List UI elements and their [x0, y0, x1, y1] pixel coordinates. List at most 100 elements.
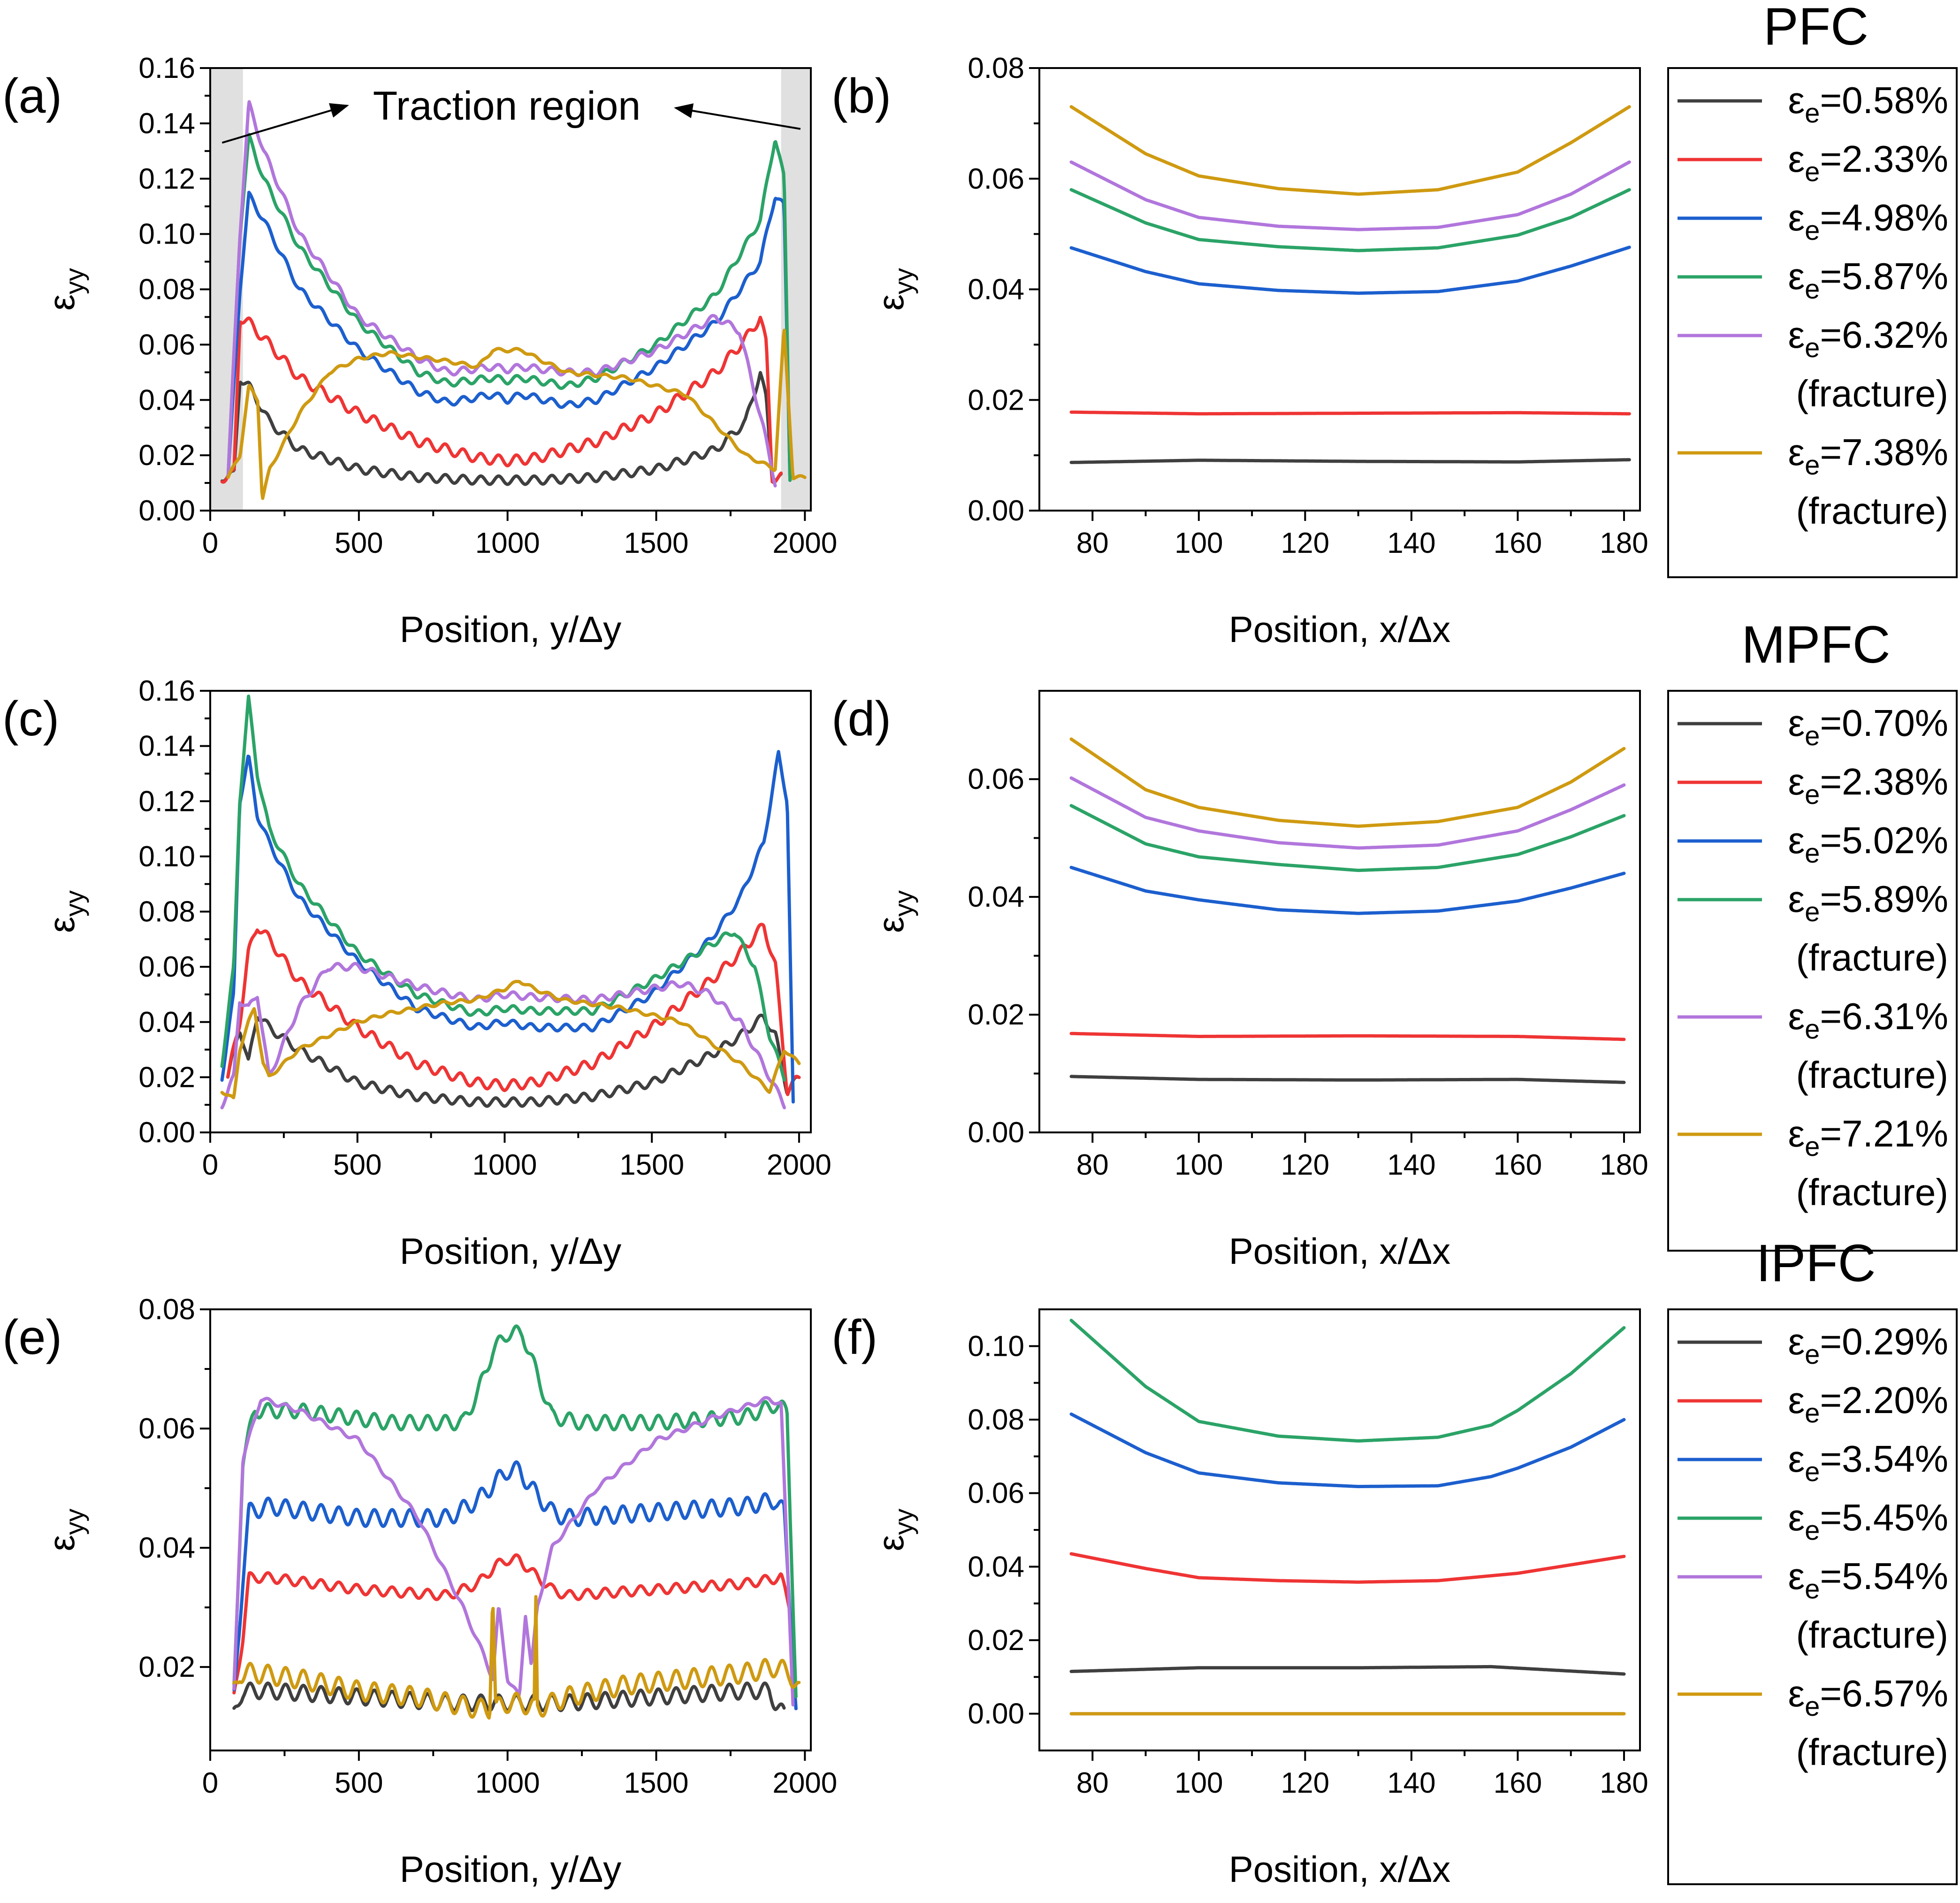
legend-entry-note: (fracture)	[1796, 1614, 1949, 1656]
x-tick-label-c: 2000	[767, 1149, 831, 1181]
x-tick-label-c: 0	[202, 1149, 218, 1181]
y-tick-label-c: 0.08	[138, 896, 195, 928]
series-a-6	[226, 329, 807, 500]
series-d-1	[1069, 1075, 1626, 1084]
series-b-5	[1069, 160, 1631, 231]
legend-panels: PFC εe=0.58% εe=2.33% εe=4.98% εe=5.87% εe=6.…	[1667, 0, 1958, 1885]
series-e-2	[232, 1553, 798, 1711]
model-title: MPFC	[1741, 615, 1890, 674]
y-axis-title-e: εyy	[41, 1509, 89, 1551]
y-tick-label-c: 0.16	[138, 675, 195, 707]
y-tick-label-c: 0.12	[138, 785, 195, 818]
y-tick-label-c: 0.10	[138, 841, 195, 873]
x-tick-label-d: 160	[1494, 1149, 1542, 1181]
legend-entry-note: (fracture)	[1796, 1171, 1949, 1213]
legend-mpfc: MPFC εe=0.70% εe=2.38% εe=5.02% εe=5.89% (fra…	[1667, 615, 1958, 1252]
y-tick-label-b: 0.00	[968, 495, 1024, 527]
panel-d: 80 100 120 140 160 180 0.00 0.02 0.04 0.06 Positio…	[831, 690, 1648, 1272]
panel-label-d: (d)	[831, 692, 891, 746]
y-tick-label-d: 0.04	[968, 881, 1024, 913]
series-e-5	[232, 1396, 795, 1707]
y-axis-title-subscript: yy	[60, 890, 89, 917]
legend-entry-label: εe=2.38%	[1788, 761, 1949, 810]
panel-label-c: (c)	[2, 692, 59, 746]
x-tick-label-e: 2000	[772, 1767, 837, 1799]
y-tick-label-d: 0.00	[968, 1116, 1024, 1149]
y-tick-label-c: 0.00	[138, 1116, 195, 1149]
x-tick-label-b: 160	[1494, 527, 1542, 559]
series-c-2	[226, 923, 801, 1096]
x-tick-label-f: 160	[1494, 1767, 1542, 1799]
x-tick-label-b: 140	[1387, 527, 1435, 559]
x-tick-label-e: 500	[335, 1767, 383, 1799]
y-tick-label-e: 0.08	[138, 1293, 195, 1326]
x-tick-label-f: 100	[1174, 1767, 1223, 1799]
y-tick-label-b: 0.06	[968, 163, 1024, 195]
x-axis-title-b: Position, x/Δx	[1229, 609, 1451, 650]
y-tick-label-c: 0.02	[138, 1061, 195, 1093]
y-tick-label-c: 0.04	[138, 1006, 195, 1039]
legend-entry-note: (fracture)	[1796, 490, 1949, 532]
panel-a: 0 500 1000 1500 2000 0.00 0.02 0.04 0.06 0.08 0.10…	[2, 52, 837, 650]
x-tick-label-c: 1000	[472, 1149, 537, 1181]
y-axis-title-subscript: yy	[60, 268, 89, 294]
x-tick-label-a: 1000	[475, 527, 540, 559]
series-e-3	[232, 1460, 798, 1711]
traction-annotation: Traction region	[221, 84, 801, 144]
plot-frame-f	[1038, 1308, 1641, 1751]
y-tick-label-a: 0.16	[138, 52, 195, 84]
legend-entry-label: εe=2.20%	[1788, 1379, 1949, 1429]
x-tick-label-f: 80	[1076, 1767, 1109, 1799]
series-a-2	[220, 315, 783, 484]
plot-frame-d	[1038, 690, 1641, 1133]
series-d-2	[1069, 1032, 1626, 1041]
legend-entry-label: εe=5.02%	[1788, 819, 1949, 869]
series-f-4	[1069, 1319, 1626, 1443]
series-c-6	[220, 979, 801, 1100]
series-b-6	[1069, 105, 1631, 196]
legend-entry-note: (fracture)	[1796, 937, 1949, 978]
series-b-4	[1069, 188, 1631, 252]
series-d-5	[1069, 776, 1626, 850]
legend-entry-label: εe=0.58%	[1788, 79, 1949, 129]
plot-frame-e	[209, 1308, 812, 1751]
y-tick-label-f: 0.10	[968, 1330, 1024, 1362]
y-tick-label-f: 0.00	[968, 1698, 1024, 1730]
legend-entry-label: εe=5.45%	[1788, 1497, 1949, 1546]
series-c-5	[220, 962, 786, 1109]
series-b-3	[1069, 245, 1631, 295]
legend-entry-label: εe=5.87%	[1788, 255, 1949, 305]
y-tick-label-c: 0.14	[138, 730, 195, 763]
legend-entry-label: εe=6.32%	[1788, 314, 1949, 363]
traction-region-label: Traction region	[373, 84, 641, 129]
series-e-6	[232, 1595, 801, 1720]
panel-label-b: (b)	[831, 69, 891, 123]
y-axis-title-subscript: yy	[889, 268, 918, 294]
x-tick-label-b: 100	[1174, 527, 1223, 559]
y-tick-label-e: 0.06	[138, 1413, 195, 1445]
series-e-4	[232, 1324, 798, 1698]
x-tick-label-a: 2000	[772, 527, 837, 559]
legend-frame	[1667, 690, 1958, 1252]
x-axis-title-c: Position, y/Δy	[400, 1230, 622, 1272]
y-axis-title-c: εyy	[41, 890, 89, 933]
y-tick-label-b: 0.08	[968, 52, 1024, 84]
x-tick-label-e: 0	[202, 1767, 218, 1799]
x-tick-label-b: 120	[1281, 527, 1329, 559]
y-tick-label-a: 0.06	[138, 329, 195, 361]
x-tick-label-a: 500	[335, 527, 383, 559]
model-title: PFC	[1763, 0, 1868, 56]
series-c-4	[220, 695, 786, 1082]
y-axis-title-d: εyy	[870, 890, 918, 933]
legend-entry-label: εe=6.57%	[1788, 1673, 1949, 1722]
panel-b: 80 100 120 140 160 180 0.00 0.02 0.04 0.06 0.08 Pos…	[831, 52, 1648, 650]
y-axis-title-subscript: yy	[60, 1509, 89, 1535]
y-tick-label-f: 0.02	[968, 1624, 1024, 1657]
series-a-1	[220, 371, 783, 486]
series-a-3	[226, 191, 792, 482]
x-tick-label-b: 180	[1600, 527, 1648, 559]
x-tick-label-f: 120	[1281, 1767, 1329, 1799]
series-d-6	[1069, 737, 1626, 828]
series-a-4	[226, 132, 792, 482]
